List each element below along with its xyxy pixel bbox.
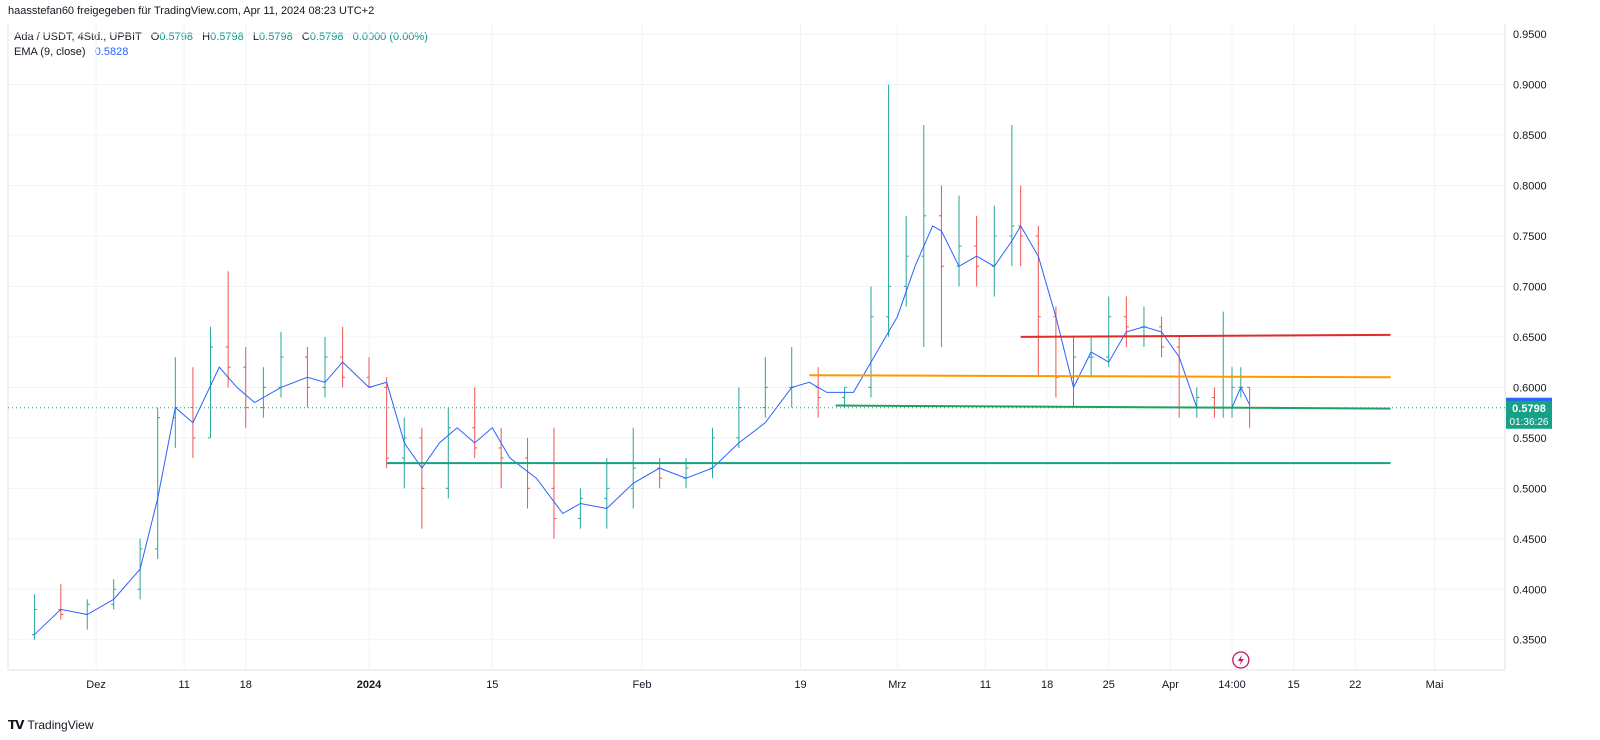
y-tick-label: 0.9500 bbox=[1513, 29, 1547, 41]
x-tick-label: Feb bbox=[633, 679, 652, 691]
ema-value: 0.5828 bbox=[94, 46, 129, 58]
y-tick-label: 0.8000 bbox=[1513, 181, 1547, 193]
tradingview-footer: 𝗧𝗩 TradingView bbox=[8, 718, 94, 732]
support-trendline bbox=[835, 404, 1391, 410]
open-label: O bbox=[150, 31, 160, 43]
high-label: H bbox=[202, 31, 211, 43]
ema-row: EMA (9, close) 0.5828 bbox=[14, 45, 428, 60]
y-tick-label: 0.7000 bbox=[1513, 281, 1547, 293]
y-tick-label: 0.9000 bbox=[1513, 80, 1547, 92]
x-tick-label: 2024 bbox=[357, 679, 382, 691]
tradingview-logo-icon: 𝗧𝗩 bbox=[8, 718, 25, 732]
x-tick-label: 15 bbox=[1288, 679, 1300, 691]
x-tick-label: 14:00 bbox=[1218, 679, 1246, 691]
publisher-header: haasstefan60 freigegeben für TradingView… bbox=[8, 5, 375, 17]
x-tick-label: 19 bbox=[794, 679, 806, 691]
y-tick-label: 0.4500 bbox=[1513, 534, 1547, 546]
last-price-label: 0.5798 bbox=[1512, 403, 1546, 415]
x-tick-label: 15 bbox=[486, 679, 498, 691]
ema-label: EMA (9, close) bbox=[14, 46, 86, 58]
x-tick-label: 18 bbox=[1041, 679, 1053, 691]
x-tick-label: Mai bbox=[1426, 679, 1444, 691]
mid-trendline bbox=[809, 374, 1391, 379]
y-tick-label: 0.6000 bbox=[1513, 382, 1547, 394]
y-tick-label: 0.7500 bbox=[1513, 231, 1547, 243]
y-tick-label: 0.5500 bbox=[1513, 433, 1547, 445]
y-tick-label: 0.6500 bbox=[1513, 332, 1547, 344]
last-price-badge bbox=[1506, 400, 1552, 429]
lightning-icon bbox=[1237, 655, 1244, 665]
low-label: L bbox=[252, 31, 260, 43]
countdown-label: 01:36:26 bbox=[1510, 417, 1549, 428]
y-tick-label: 0.4000 bbox=[1513, 584, 1547, 596]
y-tick-label: 0.5000 bbox=[1513, 483, 1547, 495]
x-tick-label: Dez bbox=[86, 679, 106, 691]
ema-line bbox=[34, 224, 1251, 636]
y-tick-label: 0.3500 bbox=[1513, 635, 1547, 647]
footer-brand: TradingView bbox=[27, 718, 94, 732]
x-tick-label: Apr bbox=[1162, 679, 1179, 691]
x-tick-label: Mrz bbox=[888, 679, 906, 691]
y-tick-label: 0.8500 bbox=[1513, 130, 1547, 142]
x-tick-label: 11 bbox=[980, 679, 991, 691]
resistance-trendline bbox=[1020, 333, 1391, 338]
x-tick-label: 18 bbox=[240, 679, 252, 691]
x-tick-label: 22 bbox=[1349, 679, 1361, 691]
x-tick-label: 25 bbox=[1103, 679, 1115, 691]
x-tick-label: 11 bbox=[178, 679, 189, 691]
close-label: C bbox=[301, 31, 310, 43]
